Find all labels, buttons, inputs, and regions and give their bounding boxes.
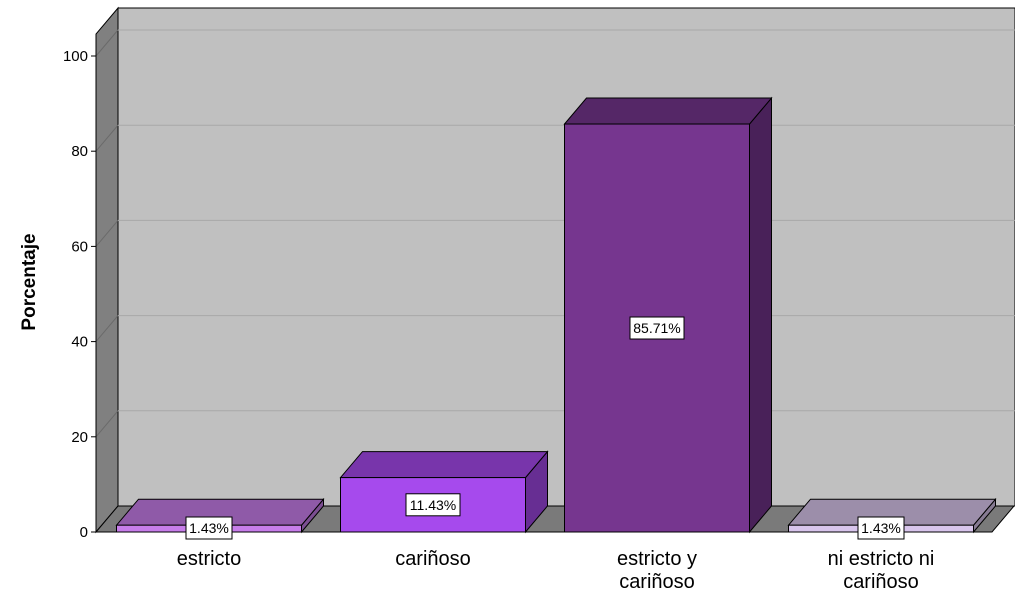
side-gridline — [95, 410, 119, 438]
plot-backdrop — [95, 6, 1015, 534]
data-labels: 1.43% 11.43% 85.71% 1.43% — [185, 316, 905, 540]
data-label-box — [857, 516, 905, 540]
side-gridline — [95, 315, 119, 342]
y-tick-label: 100 — [63, 48, 88, 65]
y-tick-label: 20 — [71, 429, 88, 446]
y-tick-label: 40 — [71, 334, 88, 351]
data-label-box — [185, 516, 233, 540]
data-label: 11.43% — [410, 497, 456, 513]
y-axis-label: Porcentaje — [19, 233, 40, 330]
x-tick-label: cariñoso — [619, 571, 695, 593]
data-label: 1.43% — [189, 520, 229, 536]
side-wall — [95, 6, 119, 534]
data-label: 85.71% — [633, 320, 680, 336]
x-tick-label: cariñoso — [395, 548, 471, 570]
y-tick-label: 80 — [71, 143, 88, 160]
data-label: 1.43% — [861, 520, 901, 536]
x-tick-label: cariñoso — [843, 571, 919, 593]
axes — [91, 34, 97, 533]
y-tick-label: 60 — [71, 238, 88, 255]
side-gridline — [95, 220, 119, 247]
x-tick-label: estricto — [177, 548, 241, 570]
side-gridline — [95, 29, 119, 57]
x-tick-label: ni estricto ni — [828, 548, 935, 570]
data-label-box — [405, 493, 461, 517]
x-tick-label: estricto y — [617, 548, 697, 570]
side-gridline — [95, 124, 119, 152]
bar-top — [563, 97, 773, 125]
y-tick-label: 0 — [80, 524, 88, 541]
data-label-box — [629, 316, 685, 340]
bar-side — [749, 96, 772, 534]
bar-top — [339, 451, 549, 479]
